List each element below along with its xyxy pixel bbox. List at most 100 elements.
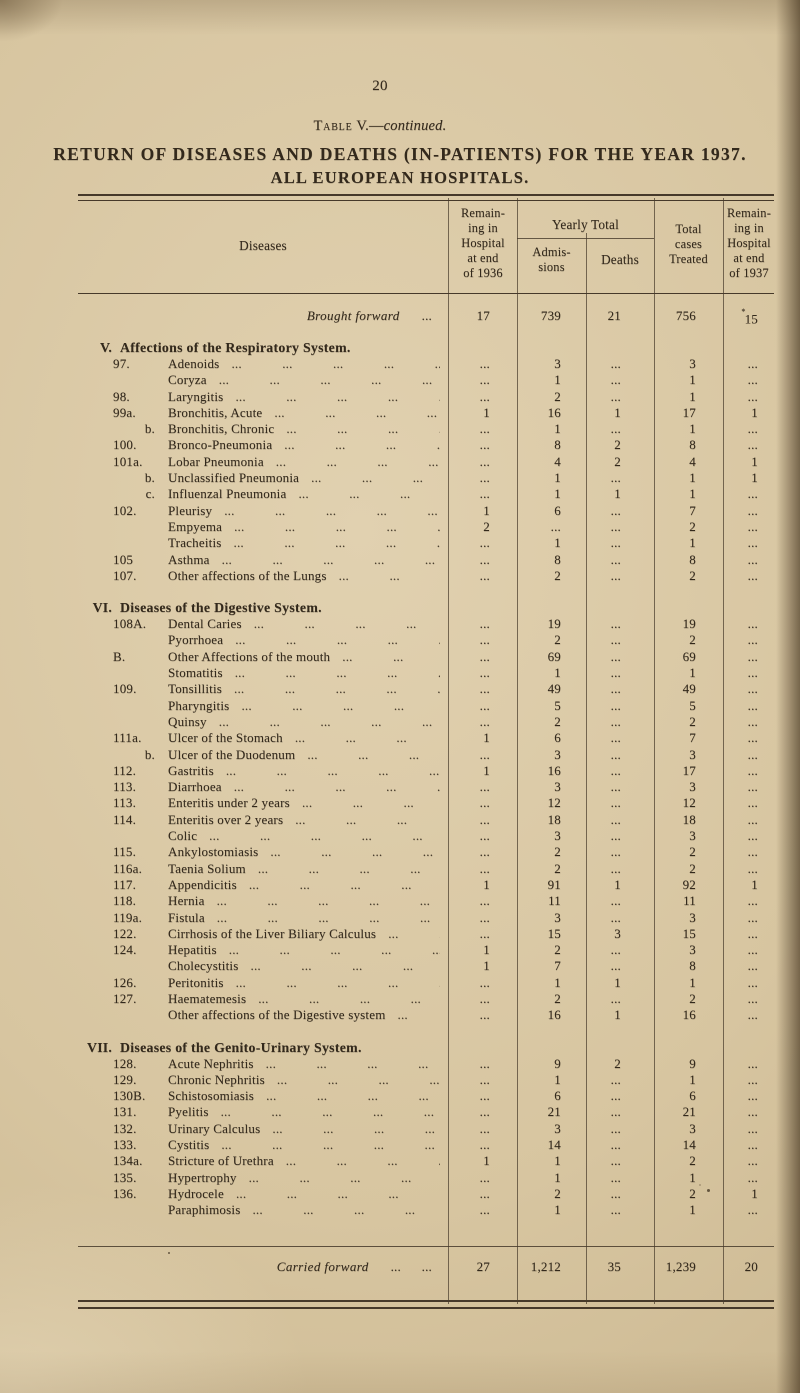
disease-number: 105 xyxy=(113,551,134,567)
disease-number: 119a. xyxy=(113,909,143,925)
disease-cell: 97. Adenoids ... ... ... ... ... ... ... .… xyxy=(78,356,448,372)
remaining-1937-cell: ... xyxy=(747,795,758,811)
deaths-cell: ... xyxy=(610,388,621,404)
remaining-1937-cell: ... xyxy=(747,1120,758,1136)
admissions-cell: 3 xyxy=(554,356,561,371)
table-row: 134a.Stricture of Urethra... ... ... ...… xyxy=(78,1153,774,1169)
section-numeral: V. xyxy=(99,340,112,355)
disease-name: Lobar Pneumonia xyxy=(168,453,264,469)
disease-name: Hepatitis xyxy=(168,942,217,958)
admissions-cell: 3 xyxy=(554,909,561,925)
remaining-1936-cell: ... xyxy=(479,1088,490,1104)
treated-cell: 9 xyxy=(689,1055,696,1071)
table-row: 116a.Taenia Solium... ... ... ... ... ..… xyxy=(78,861,774,877)
remaining-1936-cell: ... xyxy=(479,795,490,811)
table-row: 131.Pyelitis... ... ... ... ... ... ... … xyxy=(78,1104,774,1120)
remaining-1936-cell: ... xyxy=(479,844,490,860)
disease-name: Hydrocele xyxy=(168,1185,224,1201)
ink-speck xyxy=(699,1184,701,1186)
table-row: 102.Pleurisy... ... ... ... ... ... ... … xyxy=(78,503,774,519)
treated-cell: 1 xyxy=(689,1202,696,1218)
deaths-cell: ... xyxy=(610,795,621,811)
admissions-cell: 16 xyxy=(547,404,561,420)
disease-name: Asthma xyxy=(168,551,210,567)
disease-number: 118. xyxy=(113,893,137,909)
disease-name: Gastritis xyxy=(168,762,214,778)
table-row: 97.Adenoids... ... ... ... ... ... ... .… xyxy=(78,356,774,372)
table-row: 128.Acute Nephritis... ... ... ... ... .… xyxy=(78,1056,774,1072)
disease-number: 117. xyxy=(113,876,137,892)
admissions-cell: 1 xyxy=(554,1153,561,1169)
remaining-1936-cell: ... xyxy=(479,356,490,371)
admissions-cell: 1,212 xyxy=(530,1258,561,1274)
table-header: Diseases Remain- ing in Hospital at end … xyxy=(78,201,774,294)
treated-cell: 4 xyxy=(689,453,696,469)
table-row: 101a. Lobar Pneumonia... ... ... ... ... … xyxy=(78,454,774,470)
disease-cell: c. Influenzal Pneumonia ... ... ... ... ..… xyxy=(78,486,448,502)
brought-forward-row: Brought forward... 17 739 21 756 *15 xyxy=(78,306,774,325)
disease-name: Acute Nephritis xyxy=(168,1055,254,1071)
disease-cell: Cholecystitis ... ... ... ... ... ... ...… xyxy=(78,958,448,974)
disease-number: 127. xyxy=(113,990,137,1006)
disease-number xyxy=(113,1202,168,1218)
disease-cell: B. Other Affections of the mouth ... ... .… xyxy=(78,649,448,665)
disease-name: Paraphimosis xyxy=(168,1202,241,1218)
footnote-mark: * xyxy=(741,307,746,316)
treated-cell: 1 xyxy=(689,388,696,404)
disease-number: 112. xyxy=(113,762,137,778)
admissions-cell: 12 xyxy=(547,795,561,811)
leader-dots: ... ... ... ... ... ... ... ... ... xyxy=(338,567,440,583)
disease-number: c. xyxy=(145,486,155,502)
remaining-1937-cell: ... xyxy=(747,1055,758,1071)
disease-cell: 112. Gastritis ... ... ... ... ... ... ...… xyxy=(78,763,448,779)
disease-number: b. xyxy=(144,421,155,437)
leader-dots: ... ... ... ... ... ... ... ... ... xyxy=(235,1185,440,1201)
admissions-cell: 8 xyxy=(554,551,561,567)
treated-cell: 2 xyxy=(689,518,696,534)
remaining-1936-cell: ... xyxy=(479,632,490,648)
disease-number: 101a. xyxy=(113,453,143,469)
admissions-cell: 19 xyxy=(547,616,561,632)
disease-cell: 114. Enteritis over 2 years ... ... ... ..… xyxy=(78,812,448,828)
disease-name: Hypertrophy xyxy=(168,1169,237,1185)
table-row: 126.Peritonitis... ... ... ... ... ... .… xyxy=(78,975,774,991)
admissions-cell: 3 xyxy=(554,779,561,795)
deaths-cell: ... xyxy=(610,470,621,486)
leader-dots: ... ... ... ... ... ... ... ... ... xyxy=(234,665,440,681)
admissions-cell: 1 xyxy=(554,421,561,437)
deaths-cell: ... xyxy=(610,421,621,437)
disease-number: 134a. xyxy=(113,1153,143,1169)
leader-dots: ... ... ... ... ... ... ... ... ... xyxy=(258,990,440,1006)
table-row: Pyorrhoea... ... ... ... ... ... ... ...… xyxy=(78,632,774,648)
disease-cell: 122. Cirrhosis of the Liver Biliary Calcu… xyxy=(78,926,448,942)
section-title: Diseases of the Digestive System. xyxy=(120,600,322,616)
remaining-1936-cell: ... xyxy=(479,974,490,990)
treated-cell: 2 xyxy=(689,1185,696,1201)
leader-dots: ... ... ... ... ... ... ... ... ... xyxy=(274,404,440,420)
deaths-cell: ... xyxy=(610,909,621,925)
disease-number: 115. xyxy=(113,844,137,860)
remaining-1937-cell: 1 xyxy=(751,1185,758,1201)
disease-number: B. xyxy=(113,648,126,664)
disease-number xyxy=(113,665,168,681)
admissions-cell: 3 xyxy=(554,1120,561,1136)
table-row: 113.Diarrhoea... ... ... ... ... ... ...… xyxy=(78,779,774,795)
disease-number xyxy=(113,1007,168,1023)
disease-number xyxy=(113,958,168,974)
treated-cell: 3 xyxy=(689,909,696,925)
disease-cell: Tracheitis ... ... ... ... ... ... ... ..… xyxy=(78,535,448,551)
leader-dots: ... ... ... ... ... ... ... ... ... xyxy=(216,893,440,909)
disease-cell: Coryza ... ... ... ... ... ... ... ... ..… xyxy=(78,372,448,388)
column-header-remaining-1936: Remain- ing in Hospital at end of 1936 xyxy=(460,206,506,280)
disease-number: 124. xyxy=(113,942,137,958)
treated-cell: 2 xyxy=(689,1153,696,1169)
table-row: 117. Appendicitis ... ... ... ... ... ... … xyxy=(78,877,774,893)
disease-number: 128. xyxy=(113,1055,137,1071)
treated-cell: 2 xyxy=(689,844,696,860)
brought-forward-label-cell: Brought forward... xyxy=(78,306,448,325)
disease-cell: b. Bronchitis, Chronic ... ... ... ... ...… xyxy=(78,421,448,437)
disease-number: 111a. xyxy=(113,730,142,746)
table-row: 111a.Ulcer of the Stomach... ... ... ...… xyxy=(78,730,774,746)
disease-number xyxy=(113,632,168,648)
